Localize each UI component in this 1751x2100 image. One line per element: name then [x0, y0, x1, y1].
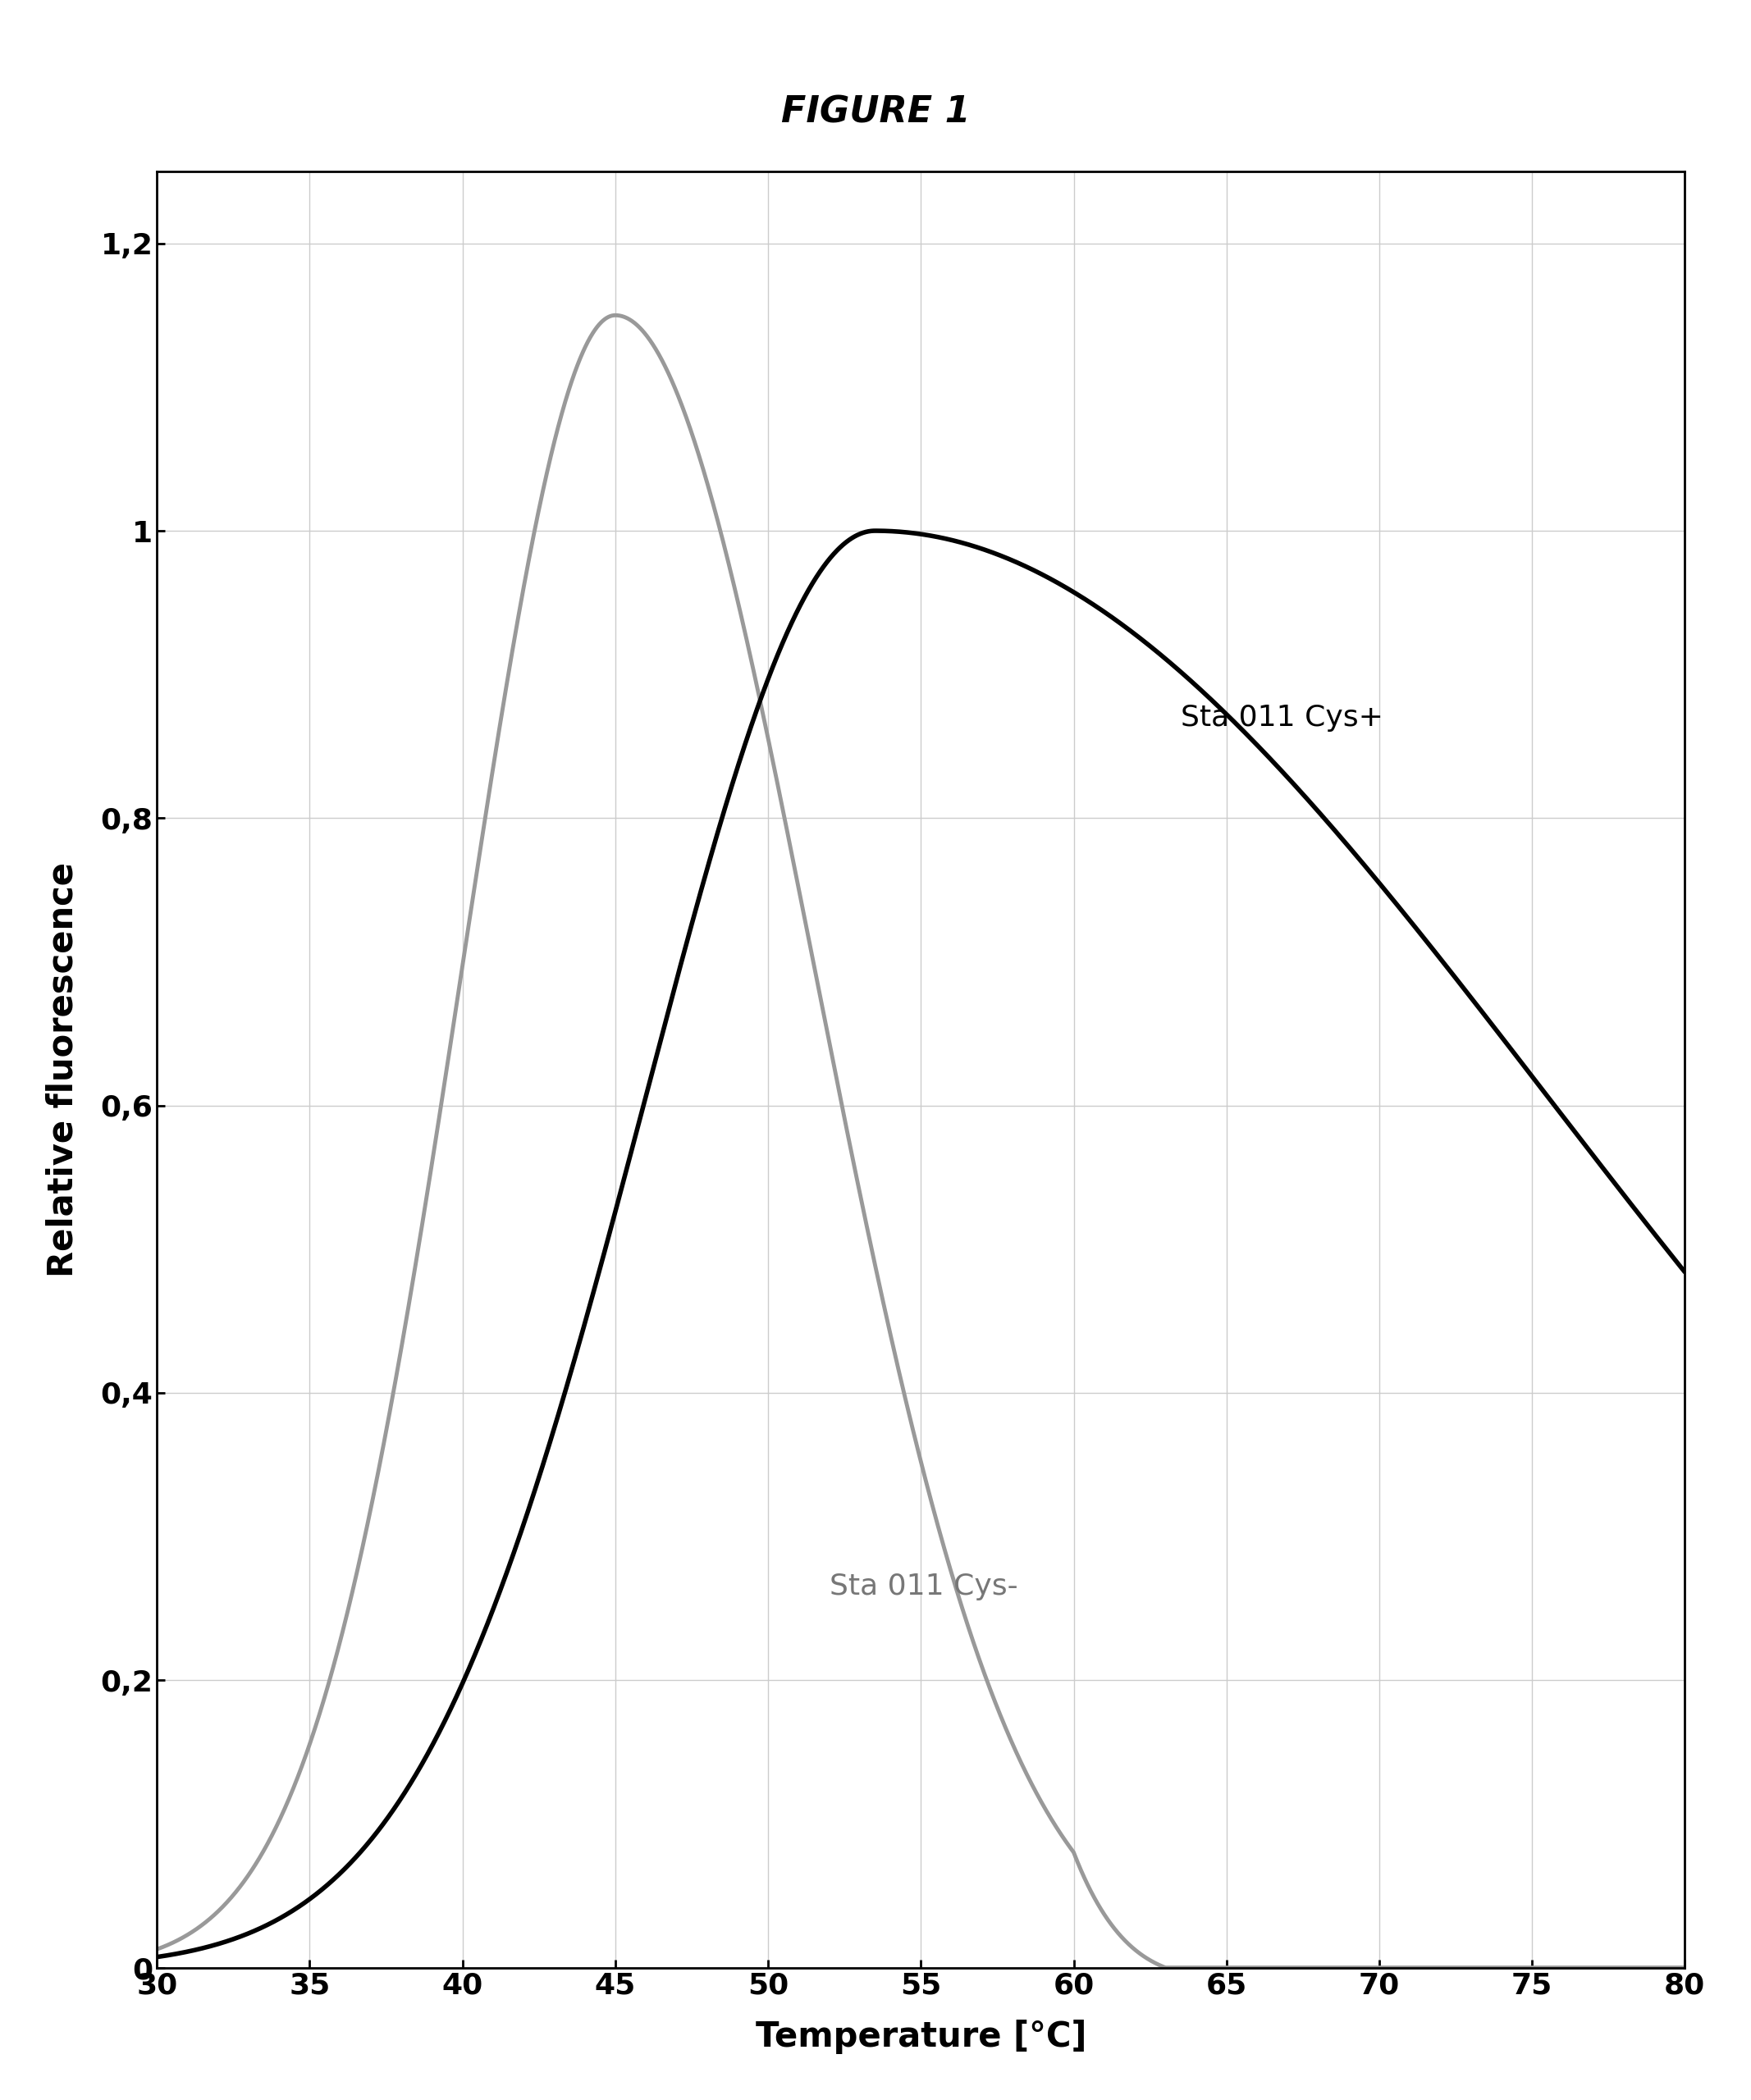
Text: Sta 011 Cys-: Sta 011 Cys-: [830, 1573, 1017, 1600]
Text: FIGURE 1: FIGURE 1: [781, 94, 970, 130]
Y-axis label: Relative fluorescence: Relative fluorescence: [46, 861, 81, 1277]
X-axis label: Temperature [°C]: Temperature [°C]: [755, 2020, 1086, 2054]
Text: Sta 011 Cys+: Sta 011 Cys+: [1180, 704, 1383, 731]
